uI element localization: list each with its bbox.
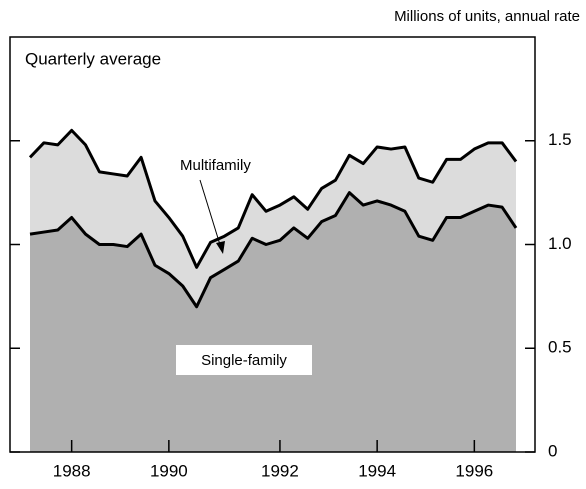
area bbox=[30, 130, 516, 307]
series-label: Multifamily bbox=[180, 157, 251, 174]
subtitle: Quarterly average bbox=[25, 49, 161, 68]
x-tick-label: 1994 bbox=[358, 461, 396, 480]
y-tick-label: 1.5 bbox=[548, 130, 572, 149]
area-edge bbox=[29, 191, 518, 309]
x-tick-label: 1992 bbox=[261, 461, 299, 480]
y-tick-label: 0 bbox=[548, 441, 557, 460]
x-tick-label: 1996 bbox=[455, 461, 493, 480]
y-tick-label: 0.5 bbox=[548, 338, 572, 357]
area-edge bbox=[28, 128, 518, 269]
x-tick-label: 1990 bbox=[150, 461, 188, 480]
label-box bbox=[176, 345, 312, 375]
arrow-head bbox=[216, 241, 225, 254]
y-tick-label: 1.0 bbox=[548, 234, 572, 253]
arrow bbox=[199, 179, 222, 249]
axis-title: Millions of units, annual rate bbox=[394, 8, 580, 25]
x-tick-label: 1988 bbox=[53, 461, 91, 480]
series-label: Single-family bbox=[201, 352, 287, 369]
